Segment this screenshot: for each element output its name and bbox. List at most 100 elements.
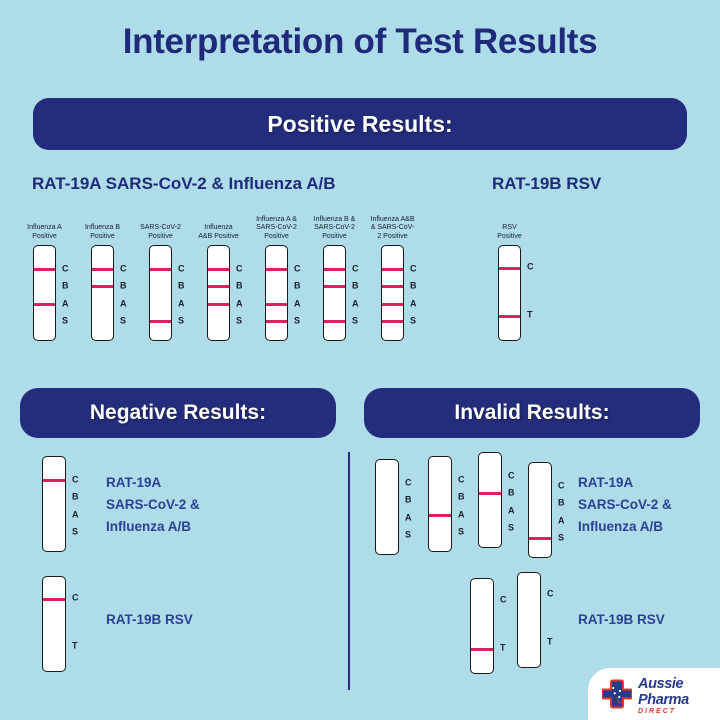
- strip-window: [375, 459, 399, 555]
- strip-label-s: S: [120, 315, 127, 326]
- logo-word-pharma: Pharma: [638, 691, 689, 708]
- strip-label-a: A: [458, 509, 465, 520]
- strip-window: [478, 452, 502, 548]
- strip-line-s: [266, 320, 287, 324]
- strip-label-a: A: [72, 509, 79, 520]
- strip-label-a: A: [294, 298, 301, 309]
- strip-window: [528, 462, 552, 558]
- logo-word-direct: DIRECT: [638, 708, 677, 715]
- strip-window: [265, 245, 288, 341]
- strip-line-s: [324, 320, 345, 324]
- strip-label-c: C: [178, 263, 185, 274]
- strip-line-s: [150, 320, 171, 324]
- medical-cross-icon: [601, 679, 633, 714]
- group-heading-rat19a: RAT-19A SARS-CoV-2 & Influenza A/B: [32, 174, 336, 193]
- strip-label-t: T: [72, 640, 78, 651]
- strip-window: [149, 245, 172, 341]
- strip-caption: Influenza A&B & SARS-CoV- 2 Positive: [370, 215, 415, 240]
- strip-label-a: A: [178, 298, 185, 309]
- strip-label-a: A: [410, 298, 417, 309]
- strip-window: [42, 576, 66, 672]
- strip-label-b: B: [558, 497, 565, 508]
- negative-desc-rat19b: RAT-19B RSV: [106, 612, 193, 627]
- page-title: Interpretation of Test Results: [122, 22, 598, 61]
- strip-label-s: S: [352, 315, 359, 326]
- strip-caption: Influenza A & SARS-CoV-2 Positive: [256, 215, 297, 240]
- strip-label-b: B: [120, 280, 127, 291]
- strip-label-s: S: [410, 315, 417, 326]
- strip-window: [517, 572, 541, 668]
- strip-line-a: [266, 303, 287, 307]
- strip-label-s: S: [72, 526, 79, 537]
- strip-line-c: [92, 268, 113, 272]
- strip-line-a: [208, 303, 229, 307]
- section-divider: [348, 452, 350, 690]
- strip-label-a: A: [558, 515, 565, 526]
- strip-label-c: C: [120, 263, 127, 274]
- positive-strip-rat19a-4: Influenza A&B Positive C B A S: [198, 224, 243, 341]
- strip-label-b: B: [72, 491, 79, 502]
- invalid-desc-rat19a: RAT-19A SARS-CoV-2 & Influenza A/B: [578, 475, 672, 534]
- negative-desc-rat19a: RAT-19A SARS-CoV-2 & Influenza A/B: [106, 475, 200, 534]
- section-banner-positive: Positive Results:: [33, 98, 687, 150]
- strip-window: [428, 456, 452, 552]
- strip-label-s: S: [178, 315, 185, 326]
- group-heading-rat19b: RAT-19B RSV: [492, 174, 602, 193]
- strip-line-b: [479, 492, 501, 496]
- strip-caption: RSV Positive: [497, 224, 522, 240]
- strip-label-a: A: [508, 505, 515, 516]
- positive-strip-rat19a-5: Influenza A & SARS-CoV-2 Positive C B A S: [256, 216, 301, 341]
- strip-label-c: C: [405, 477, 412, 488]
- strip-label-t: T: [547, 636, 553, 647]
- strip-window: [42, 456, 66, 552]
- strip-label-c: C: [62, 263, 69, 274]
- strip-line-c: [208, 268, 229, 272]
- strip-label-b: B: [458, 491, 465, 502]
- strip-line-b: [324, 285, 345, 289]
- strip-line-c: [150, 268, 171, 272]
- strip-line-t: [499, 314, 520, 318]
- strip-label-s: S: [236, 315, 243, 326]
- strip-caption: Influenza B & SARS-CoV-2 Positive: [313, 215, 356, 240]
- strip-label-a: A: [236, 298, 243, 309]
- positive-strip-rat19a-7: Influenza A&B & SARS-CoV- 2 Positive C B A S: [371, 216, 417, 341]
- strip-line-a: [382, 303, 403, 307]
- strip-window: [498, 245, 521, 341]
- strip-label-b: B: [352, 280, 359, 291]
- strip-label-b: B: [508, 487, 515, 498]
- strip-label-c: C: [410, 263, 417, 274]
- strip-label-b: B: [236, 280, 243, 291]
- strip-label-s: S: [294, 315, 301, 326]
- strip-label-c: C: [547, 588, 554, 599]
- strip-line-a: [429, 514, 451, 518]
- positive-strip-rat19a-3: SARS-CoV-2 Positive C B A S: [140, 224, 185, 341]
- strip-label-c: C: [294, 263, 301, 274]
- strip-window: [33, 245, 56, 341]
- strip-label-c: C: [500, 594, 507, 605]
- strip-window: [381, 245, 404, 341]
- strip-label-b: B: [62, 280, 69, 291]
- strip-window: [207, 245, 230, 341]
- strip-line-t: [471, 647, 493, 651]
- strip-label-a: A: [352, 298, 359, 309]
- strip-line-b: [208, 285, 229, 289]
- strip-line-b: [92, 285, 113, 289]
- strip-label-s: S: [62, 315, 69, 326]
- strip-label-b: B: [294, 280, 301, 291]
- strip-line-c: [266, 268, 287, 272]
- strip-label-c: C: [458, 474, 465, 485]
- strip-label-a: A: [62, 298, 69, 309]
- strip-label-s: S: [458, 526, 465, 537]
- strip-caption: SARS-CoV-2 Positive: [140, 224, 181, 240]
- strip-window: [323, 245, 346, 341]
- strip-line-s: [382, 320, 403, 324]
- section-banner-invalid: Invalid Results:: [364, 388, 700, 438]
- positive-strip-rat19a-6: Influenza B & SARS-CoV-2 Positive C B A S: [314, 216, 359, 341]
- strip-label-b: B: [410, 280, 417, 291]
